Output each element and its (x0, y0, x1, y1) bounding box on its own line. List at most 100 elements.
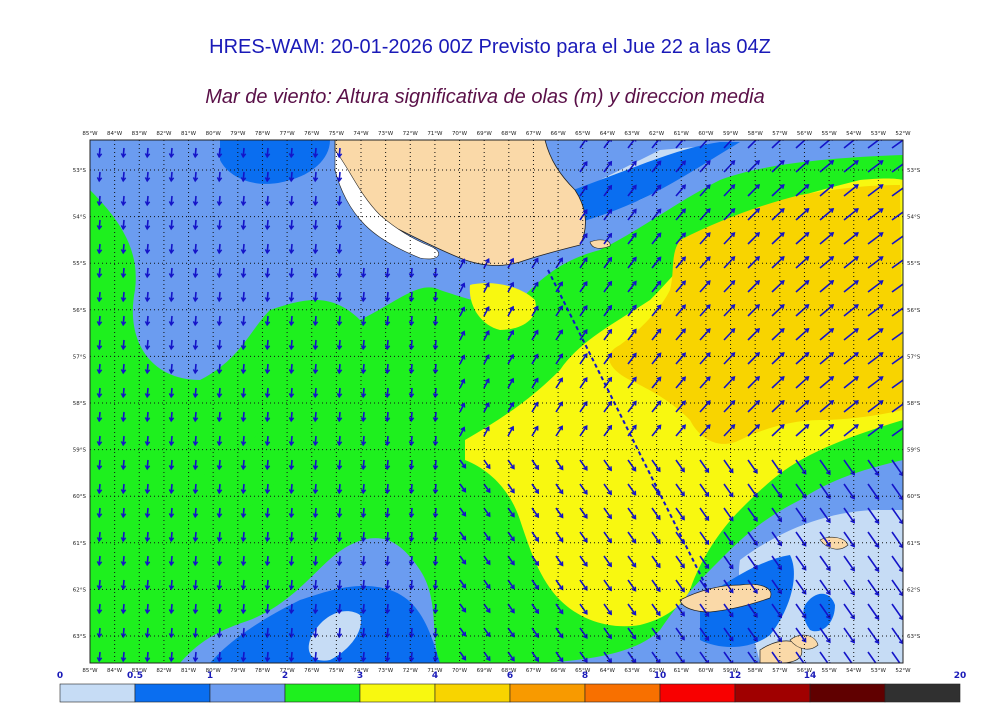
direction-arrow (651, 280, 662, 293)
direction-arrow (867, 304, 884, 317)
direction-arrow (819, 304, 834, 317)
arrow-head (903, 161, 907, 165)
direction-arrow (555, 377, 563, 389)
direction-arrow (651, 531, 661, 544)
direction-arrow (290, 555, 293, 566)
arrow-head (804, 279, 810, 285)
lon-label-bottom: 84°W (107, 668, 123, 674)
arrow-head (192, 657, 199, 663)
lon-label-top: 73°W (378, 131, 394, 137)
arrow-head (408, 585, 415, 591)
direction-arrow (651, 304, 662, 317)
arrow-head (384, 369, 391, 375)
direction-arrow (362, 339, 365, 350)
arrow-head (558, 657, 564, 663)
direction-arrow (555, 651, 564, 662)
direction-arrow (242, 579, 245, 590)
arrow-head (903, 377, 907, 381)
arrow-head (408, 417, 415, 423)
lon-label-bottom: 56°W (797, 668, 813, 674)
arrow-head (312, 369, 319, 375)
arrow-head (607, 658, 612, 663)
arrow-head (607, 466, 612, 472)
direction-arrow (603, 305, 612, 317)
direction-arrow (699, 507, 710, 521)
direction-arrow (483, 426, 490, 437)
arrow-head (704, 587, 710, 594)
direction-arrow (483, 459, 491, 469)
arrow-head (728, 468, 734, 474)
arrow-head (607, 586, 612, 592)
arrow-head (461, 511, 467, 517)
arrow-head (878, 208, 884, 213)
arrow-head (533, 329, 539, 335)
arrow-head (704, 467, 710, 474)
arrow-head (680, 563, 685, 569)
arrow-head (903, 425, 907, 429)
direction-arrow (651, 160, 662, 173)
arrow-head (903, 233, 907, 237)
arrow-head (408, 561, 415, 567)
arrow-head (144, 609, 151, 615)
direction-arrow (170, 291, 173, 302)
direction-arrow (98, 459, 101, 470)
arrow-head (360, 345, 367, 351)
direction-arrow (362, 267, 365, 278)
direction-arrow (386, 627, 389, 638)
arrow-head (312, 297, 319, 303)
arrow-head (534, 632, 540, 639)
arrow-head (878, 376, 884, 381)
arrow-head (485, 632, 491, 638)
arrow-head (829, 160, 835, 165)
direction-arrow (386, 267, 389, 278)
direction-arrow (819, 280, 834, 293)
direction-arrow (675, 208, 686, 221)
arrow-head (510, 560, 515, 566)
direction-arrow (867, 280, 884, 293)
arrow-head (801, 637, 807, 643)
arrow-head (631, 490, 637, 496)
direction-arrow (699, 627, 710, 641)
arrow-head (753, 660, 758, 663)
direction-arrow (170, 219, 173, 230)
arrow-head (631, 424, 637, 430)
direction-arrow (627, 233, 637, 245)
direction-arrow (218, 555, 221, 566)
arrow-head (216, 393, 223, 399)
direction-arrow (675, 507, 685, 521)
direction-arrow (386, 339, 389, 350)
direction-arrow (314, 363, 317, 374)
arrow-head (681, 352, 687, 358)
direction-arrow (723, 184, 736, 197)
direction-arrow (170, 243, 173, 254)
lon-label-top: 67°W (526, 131, 542, 137)
colorbar-swatch (734, 683, 811, 703)
arrow-head (631, 562, 637, 568)
direction-arrow (555, 353, 563, 365)
direction-arrow (146, 267, 149, 278)
arrow-head (120, 153, 127, 159)
arrow-head (728, 564, 734, 570)
direction-arrow (218, 243, 221, 254)
direction-arrow (771, 140, 782, 149)
direction-arrow (771, 424, 785, 437)
direction-arrow (843, 424, 859, 437)
direction-arrow (891, 140, 903, 149)
direction-arrow (266, 459, 269, 470)
arrow-head (240, 489, 247, 495)
arrow-head (681, 280, 687, 286)
direction-arrow (266, 483, 269, 494)
arrow-head (312, 465, 319, 471)
colorbar-swatch (284, 683, 361, 703)
colorbar: 0 0.5 1 2 3 4 6 8 10 12 14 20 (57, 671, 966, 703)
arrow-head (408, 465, 415, 471)
direction-arrow (242, 243, 245, 254)
arrow-head (168, 321, 175, 327)
direction-arrow (555, 305, 563, 317)
arrow-head (384, 537, 391, 543)
direction-arrow (771, 280, 785, 293)
arrow-head (288, 153, 295, 159)
lon-label-bottom: 54°W (846, 668, 862, 674)
arrow-head (878, 424, 884, 429)
lon-label-bottom: 76°W (304, 668, 320, 674)
